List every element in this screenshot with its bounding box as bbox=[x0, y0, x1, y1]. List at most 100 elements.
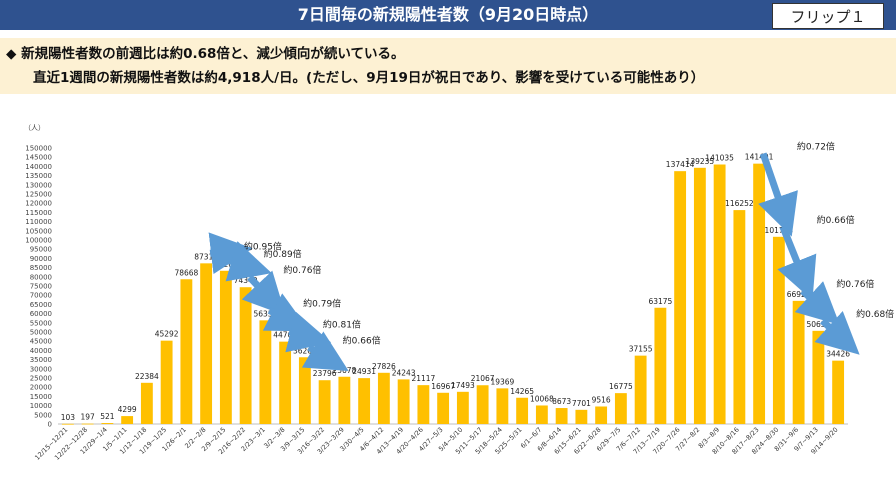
bar bbox=[239, 287, 252, 424]
bar bbox=[219, 270, 232, 424]
y-tick-label: 140000 bbox=[25, 163, 52, 171]
bar-value-label: 14265 bbox=[510, 387, 534, 396]
bar-value-label: 45292 bbox=[155, 330, 179, 339]
bar bbox=[338, 376, 351, 424]
bar-value-label: 4299 bbox=[118, 405, 137, 414]
bars bbox=[61, 163, 845, 425]
summary-box bbox=[0, 38, 896, 94]
bar bbox=[555, 408, 568, 424]
y-tick-label: 95000 bbox=[30, 246, 52, 254]
y-tick-label: 40000 bbox=[30, 347, 52, 355]
bar bbox=[733, 210, 746, 424]
bar bbox=[180, 279, 193, 424]
bar bbox=[812, 330, 825, 424]
ratio-annotation: 約0.68倍 bbox=[814, 308, 894, 355]
y-tick-label: 30000 bbox=[30, 365, 52, 373]
bar bbox=[634, 355, 647, 424]
bar bbox=[140, 382, 153, 424]
y-tick-label: 115000 bbox=[25, 209, 52, 217]
y-tick-label: 100000 bbox=[25, 237, 52, 245]
bar-value-label: 21067 bbox=[471, 374, 495, 383]
bar bbox=[753, 163, 766, 424]
bar bbox=[61, 423, 74, 425]
y-tick-label: 110000 bbox=[25, 218, 52, 226]
ratio-arrow-icon bbox=[777, 225, 817, 301]
bar-value-label: 27826 bbox=[372, 362, 396, 371]
ratio-annotation: 約0.72倍 bbox=[758, 141, 835, 237]
bar bbox=[298, 357, 311, 424]
bar-value-label: 17493 bbox=[451, 381, 475, 390]
y-tick-label: 145000 bbox=[25, 154, 52, 162]
bar bbox=[121, 416, 134, 424]
bar-value-label: 10068 bbox=[530, 394, 554, 403]
bar-value-label: 9516 bbox=[592, 395, 611, 404]
bar bbox=[417, 385, 430, 424]
bar-value-label: 8673 bbox=[552, 397, 571, 406]
y-tick-label: 130000 bbox=[25, 181, 52, 189]
ratio-label: 約0.68倍 bbox=[856, 308, 894, 320]
bar bbox=[358, 378, 371, 424]
ratio-arrow-icon bbox=[758, 152, 798, 237]
ratio-arrow-icon bbox=[225, 241, 272, 282]
ratio-arrow-icon bbox=[794, 281, 840, 326]
bar bbox=[595, 406, 608, 424]
ratio-annotation: 約0.89倍 bbox=[225, 241, 302, 282]
y-tick-label: 150000 bbox=[25, 145, 52, 153]
bar-value-label: 44760 bbox=[273, 331, 297, 340]
bar bbox=[516, 397, 529, 424]
bar bbox=[575, 409, 588, 424]
y-tick-label: 70000 bbox=[30, 292, 52, 300]
bar bbox=[160, 340, 173, 424]
ratio-annotation: 約0.79倍 bbox=[262, 293, 341, 332]
bar-value-label: 103 bbox=[61, 413, 76, 422]
ratio-annotation: 約0.66倍 bbox=[777, 214, 855, 301]
bar bbox=[259, 320, 272, 424]
ratio-label: 約0.66倍 bbox=[343, 334, 381, 346]
bar-value-label: 137414 bbox=[666, 160, 695, 169]
y-tick-label: 60000 bbox=[30, 310, 52, 318]
ratio-annotation: 約0.66倍 bbox=[301, 331, 381, 371]
y-tick-label: 80000 bbox=[30, 273, 52, 281]
bar bbox=[279, 341, 292, 424]
bar-value-label: 16967 bbox=[431, 382, 455, 391]
bar bbox=[792, 300, 805, 424]
bar-value-label: 16775 bbox=[609, 382, 633, 391]
bar bbox=[200, 263, 213, 424]
flip-label: フリップ１ bbox=[772, 3, 884, 29]
bar bbox=[832, 360, 845, 424]
ratio-annotation: 約0.81倍 bbox=[285, 311, 361, 353]
y-tick-label: 125000 bbox=[25, 191, 52, 199]
y-tick-label: 25000 bbox=[30, 375, 52, 383]
ratio-label: 約0.76倍 bbox=[836, 278, 874, 290]
bar bbox=[614, 393, 627, 424]
x-axis-labels: 12/15~12/2112/22~12/2812/29~1/41/5~1/111… bbox=[33, 426, 839, 462]
bar-value-label: 197 bbox=[80, 413, 95, 422]
bar-value-label: 87316 bbox=[194, 252, 218, 261]
bar bbox=[81, 423, 94, 425]
ratio-arrow-icon bbox=[814, 310, 860, 355]
bar-value-label: 78668 bbox=[174, 268, 198, 277]
y-tick-label: 20000 bbox=[30, 384, 52, 392]
y-tick-label: 105000 bbox=[25, 227, 52, 235]
summary-line-2: 直近1週間の新規陽性者数は約4,918人/日。(ただし、9月19日が祝日であり、… bbox=[33, 70, 705, 86]
y-tick-label: 45000 bbox=[30, 338, 52, 346]
y-tick-label: 50000 bbox=[30, 329, 52, 337]
bar-value-label: 521 bbox=[100, 412, 115, 421]
y-tick-label: 0 bbox=[48, 421, 52, 429]
bar-value-label: 23796 bbox=[313, 369, 337, 378]
bar-value-label: 34426 bbox=[826, 350, 850, 359]
y-axis-unit: （人） bbox=[24, 124, 45, 132]
ratio-arrow-icon bbox=[241, 270, 286, 316]
bar-value-label: 141035 bbox=[705, 153, 734, 162]
bar bbox=[318, 380, 331, 424]
bar bbox=[397, 379, 410, 424]
bar bbox=[101, 423, 114, 424]
ratio-label: 約0.89倍 bbox=[264, 248, 302, 260]
bar bbox=[476, 385, 489, 424]
bar-value-label: 7701 bbox=[572, 399, 591, 408]
ratio-arrow-icon bbox=[208, 232, 253, 275]
bar bbox=[772, 236, 785, 424]
bar bbox=[456, 391, 469, 424]
ratio-annotation: 約0.76倍 bbox=[241, 264, 321, 316]
